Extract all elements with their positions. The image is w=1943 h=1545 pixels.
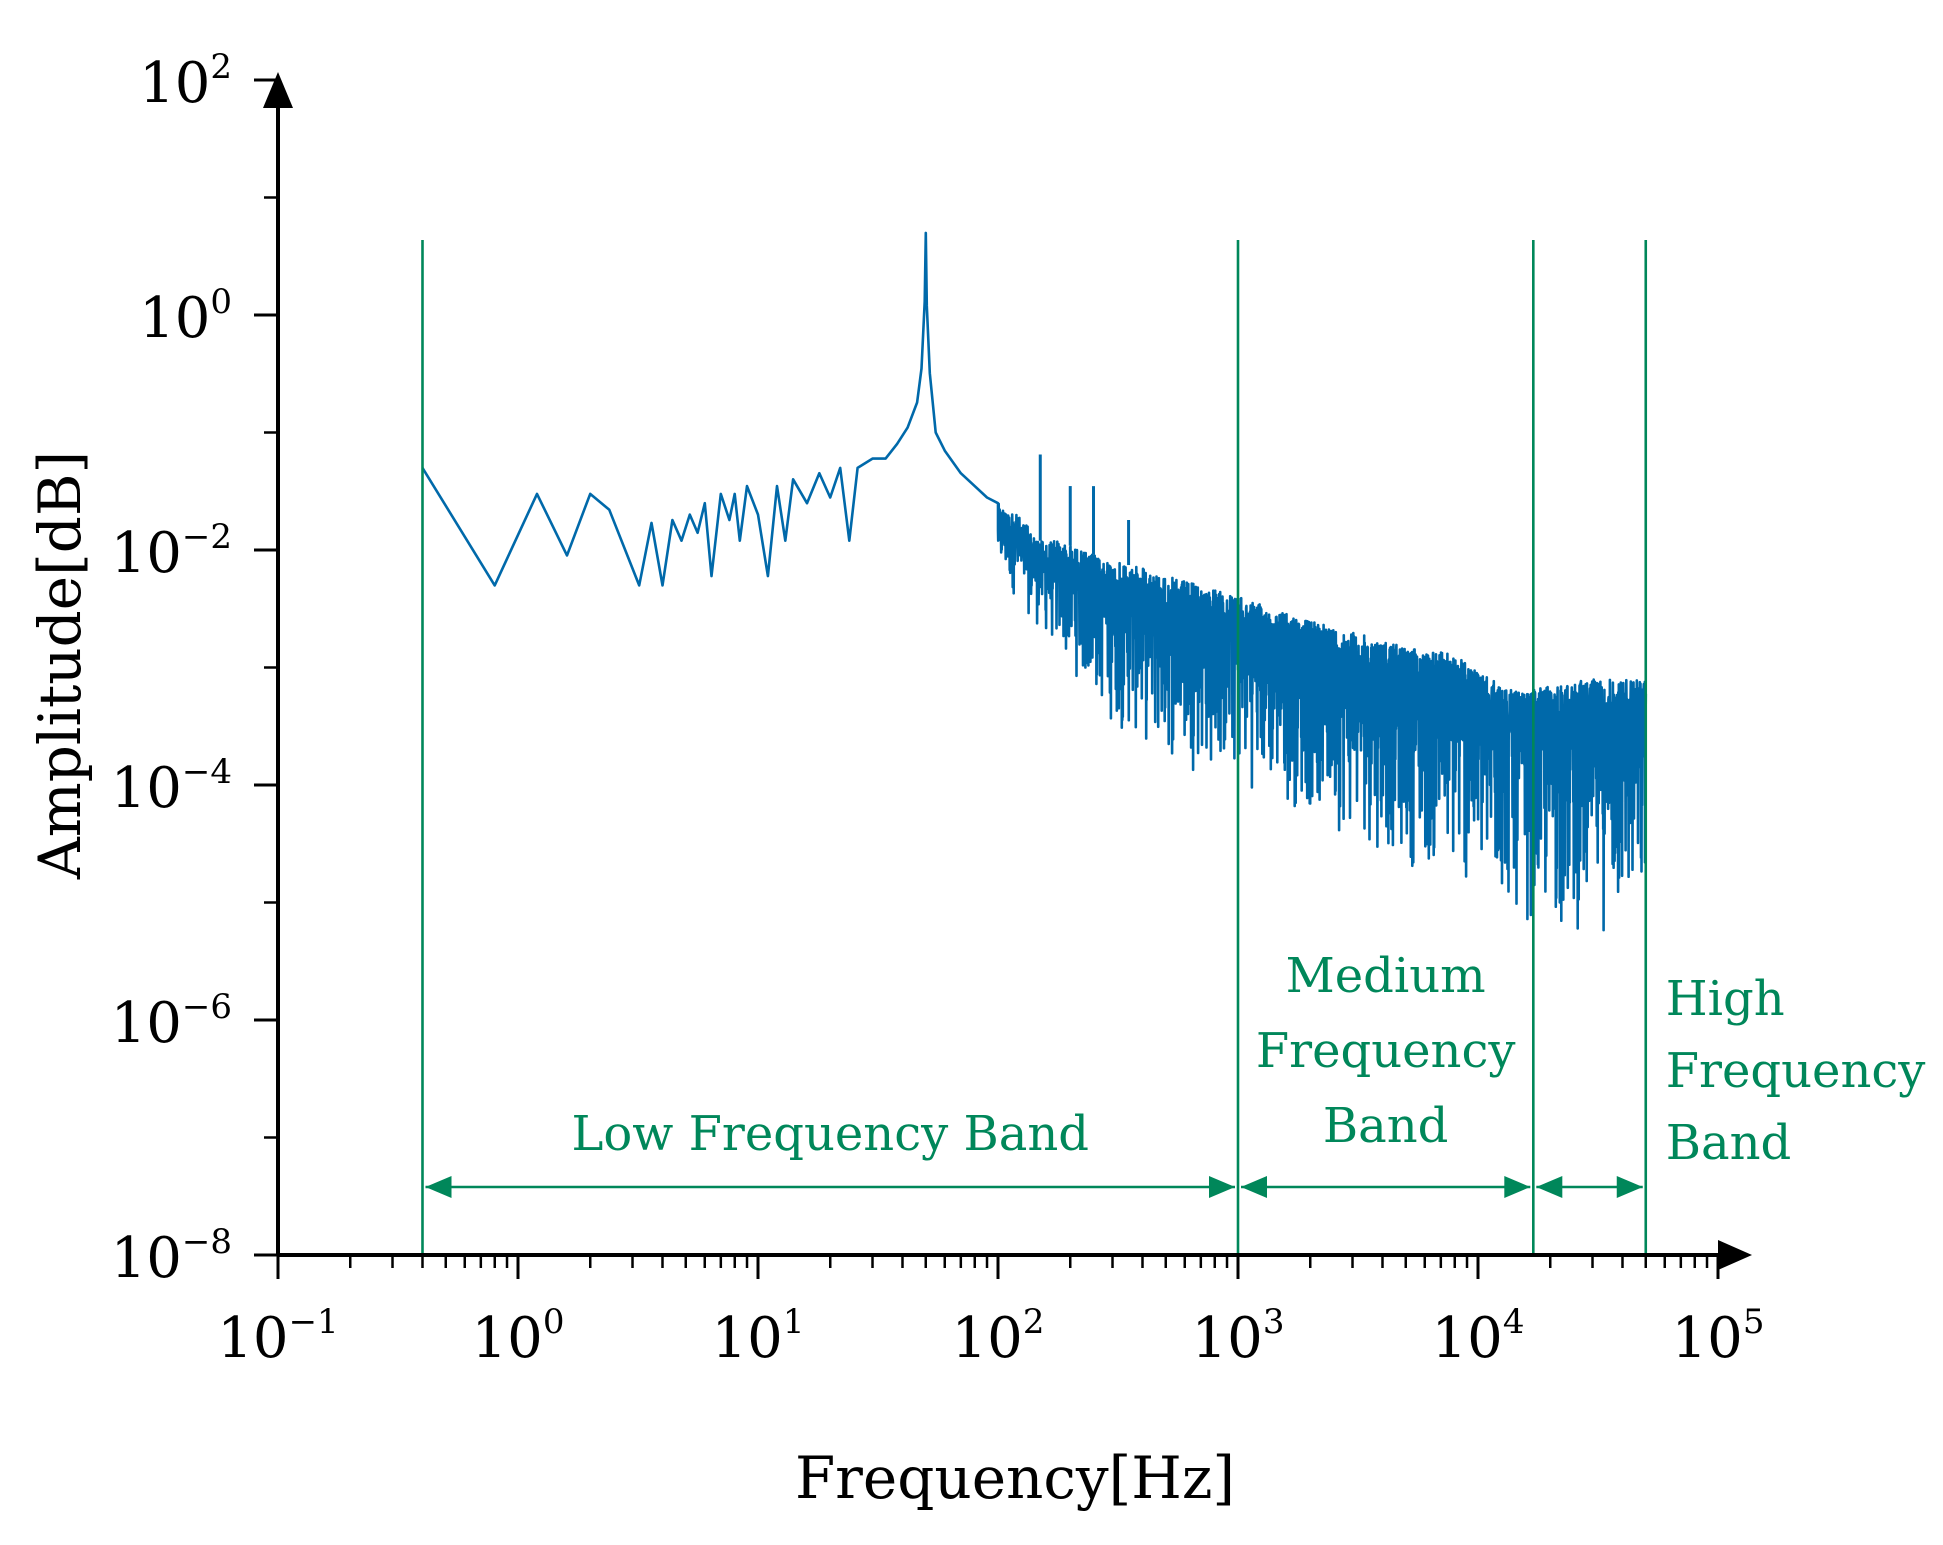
band-label-2-line-2: Band: [1666, 1115, 1792, 1171]
x-axis-title: Frequency[Hz]: [795, 1444, 1235, 1512]
band-arrow-left-head-2: [1536, 1176, 1563, 1198]
y-tick-label-5: 102: [139, 47, 232, 116]
x-tick-label-2: 101: [712, 1302, 805, 1371]
band-label-2-line-1: Frequency: [1666, 1043, 1926, 1099]
band-label-1-line-2: Band: [1323, 1098, 1449, 1154]
x-tick-label-5: 104: [1432, 1302, 1525, 1371]
x-tick-label-4: 103: [1192, 1302, 1285, 1371]
y-tick-label-0: 10−8: [111, 1222, 232, 1291]
band-label-1-line-0: Medium: [1286, 948, 1486, 1004]
x-tick-label-3: 102: [952, 1302, 1045, 1371]
x-axis-arrow: [1718, 1240, 1752, 1270]
x-tick-label-0: 10−1: [217, 1302, 338, 1371]
x-tick-label-6: 105: [1672, 1302, 1765, 1371]
band-label-2-line-0: High: [1666, 971, 1785, 1027]
band-arrow-right-head-0: [1209, 1176, 1235, 1198]
band-label-1-line-1: Frequency: [1256, 1023, 1516, 1079]
series-line-amplitude: [421, 231, 1648, 932]
y-tick-label-1: 10−6: [111, 987, 232, 1056]
labels-layer: Low Frequency Band Medium Frequency Band Hig…: [111, 47, 1926, 1371]
band-label-0-line-0: Low Frequency Band: [571, 1106, 1089, 1162]
x-tick-label-1: 100: [472, 1302, 565, 1371]
y-tick-label-2: 10−4: [111, 752, 232, 821]
y-axis-title: Amplitude[dB]: [26, 451, 94, 880]
y-tick-label-3: 10−2: [111, 517, 232, 586]
y-tick-label-4: 100: [139, 282, 232, 351]
band-layer: [421, 240, 1648, 1255]
band-arrow-right-head-2: [1616, 1176, 1643, 1198]
band-arrow-left-head-1: [1241, 1176, 1267, 1198]
plot-data-layer: [421, 231, 1648, 932]
axes-layer: [254, 72, 1752, 1279]
y-axis-arrow: [263, 72, 293, 108]
band-arrow-right-head-1: [1504, 1176, 1531, 1198]
band-arrow-left-head-0: [425, 1176, 452, 1198]
